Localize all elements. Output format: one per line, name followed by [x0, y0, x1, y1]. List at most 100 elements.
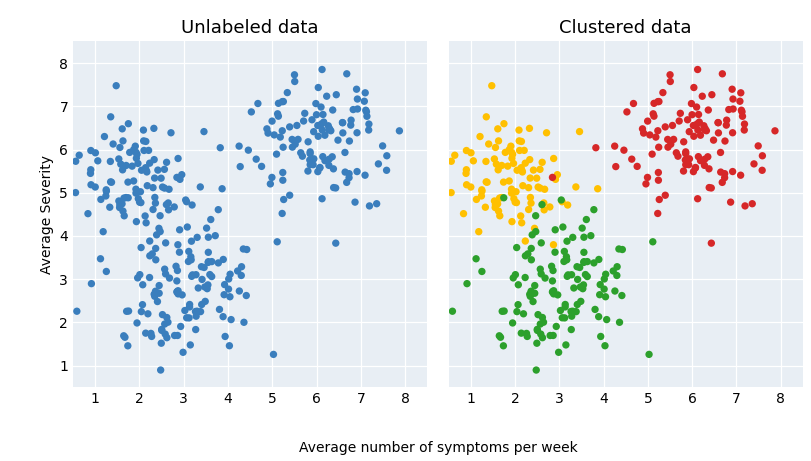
Point — [564, 326, 577, 333]
Point — [302, 167, 315, 175]
Point — [133, 198, 146, 206]
Point — [571, 301, 584, 308]
Point — [652, 177, 665, 184]
Point — [515, 164, 528, 171]
Point — [631, 163, 644, 170]
Point — [547, 267, 560, 274]
Point — [700, 127, 713, 135]
Point — [189, 308, 202, 315]
Point — [470, 255, 483, 262]
Point — [574, 298, 587, 305]
Point — [674, 110, 687, 117]
Point — [505, 189, 518, 197]
Point — [543, 332, 556, 339]
Point — [551, 171, 564, 178]
Point — [195, 276, 208, 283]
Point — [285, 136, 298, 143]
Point — [571, 276, 584, 283]
Point — [493, 195, 506, 202]
Point — [716, 70, 729, 77]
Point — [530, 228, 543, 235]
Point — [507, 160, 520, 167]
Point — [303, 156, 316, 164]
Point — [174, 323, 187, 330]
Point — [97, 228, 109, 236]
Point — [524, 174, 537, 182]
Point — [693, 118, 706, 126]
Point — [547, 287, 560, 295]
Point — [116, 125, 129, 132]
Point — [499, 149, 512, 156]
Point — [89, 149, 102, 156]
Point — [154, 228, 167, 235]
Point — [680, 161, 693, 168]
Point — [519, 274, 532, 281]
Point — [611, 272, 624, 279]
Point — [667, 136, 680, 143]
Point — [337, 119, 350, 126]
Point — [702, 165, 715, 172]
Point — [501, 162, 514, 170]
Point — [42, 166, 55, 173]
Point — [179, 196, 192, 204]
Point — [315, 126, 328, 134]
Point — [611, 263, 624, 271]
Point — [513, 147, 526, 154]
Point — [566, 234, 579, 241]
Point — [672, 153, 684, 160]
Point — [481, 178, 494, 186]
Point — [113, 204, 126, 211]
Point — [186, 271, 199, 278]
Point — [161, 314, 174, 321]
Point — [155, 175, 168, 182]
Point — [646, 110, 659, 118]
Point — [687, 168, 700, 175]
Point — [199, 298, 212, 305]
Point — [515, 138, 528, 145]
Point — [216, 185, 229, 192]
Point — [691, 126, 704, 134]
Point — [309, 100, 322, 107]
Point — [444, 189, 457, 196]
Point — [706, 91, 719, 98]
Point — [682, 161, 695, 168]
Point — [565, 313, 578, 320]
Point — [130, 189, 143, 197]
Point — [805, 136, 811, 143]
Point — [467, 157, 480, 165]
Point — [736, 112, 749, 120]
Point — [521, 333, 534, 340]
Point — [561, 201, 574, 209]
Point — [524, 194, 537, 201]
Point — [360, 112, 373, 120]
Point — [598, 275, 611, 283]
Point — [587, 259, 600, 266]
Point — [147, 206, 160, 213]
Point — [323, 155, 336, 163]
Point — [315, 66, 328, 73]
Point — [574, 284, 587, 291]
Point — [329, 184, 342, 192]
Point — [738, 126, 751, 134]
Point — [516, 168, 529, 176]
Point — [118, 212, 131, 219]
Point — [202, 259, 215, 266]
Point — [103, 203, 116, 211]
Point — [517, 310, 530, 318]
Point — [152, 290, 165, 297]
Point — [277, 177, 290, 184]
Point — [560, 256, 573, 264]
Point — [175, 171, 188, 178]
Point — [692, 111, 705, 118]
Point — [168, 203, 181, 211]
Point — [510, 244, 523, 251]
Point — [156, 183, 169, 191]
Point — [652, 169, 665, 176]
Point — [172, 287, 185, 295]
Point — [250, 155, 263, 163]
Point — [172, 155, 185, 162]
Point — [512, 301, 525, 308]
Point — [569, 183, 582, 190]
Point — [198, 284, 211, 291]
Point — [363, 120, 375, 128]
